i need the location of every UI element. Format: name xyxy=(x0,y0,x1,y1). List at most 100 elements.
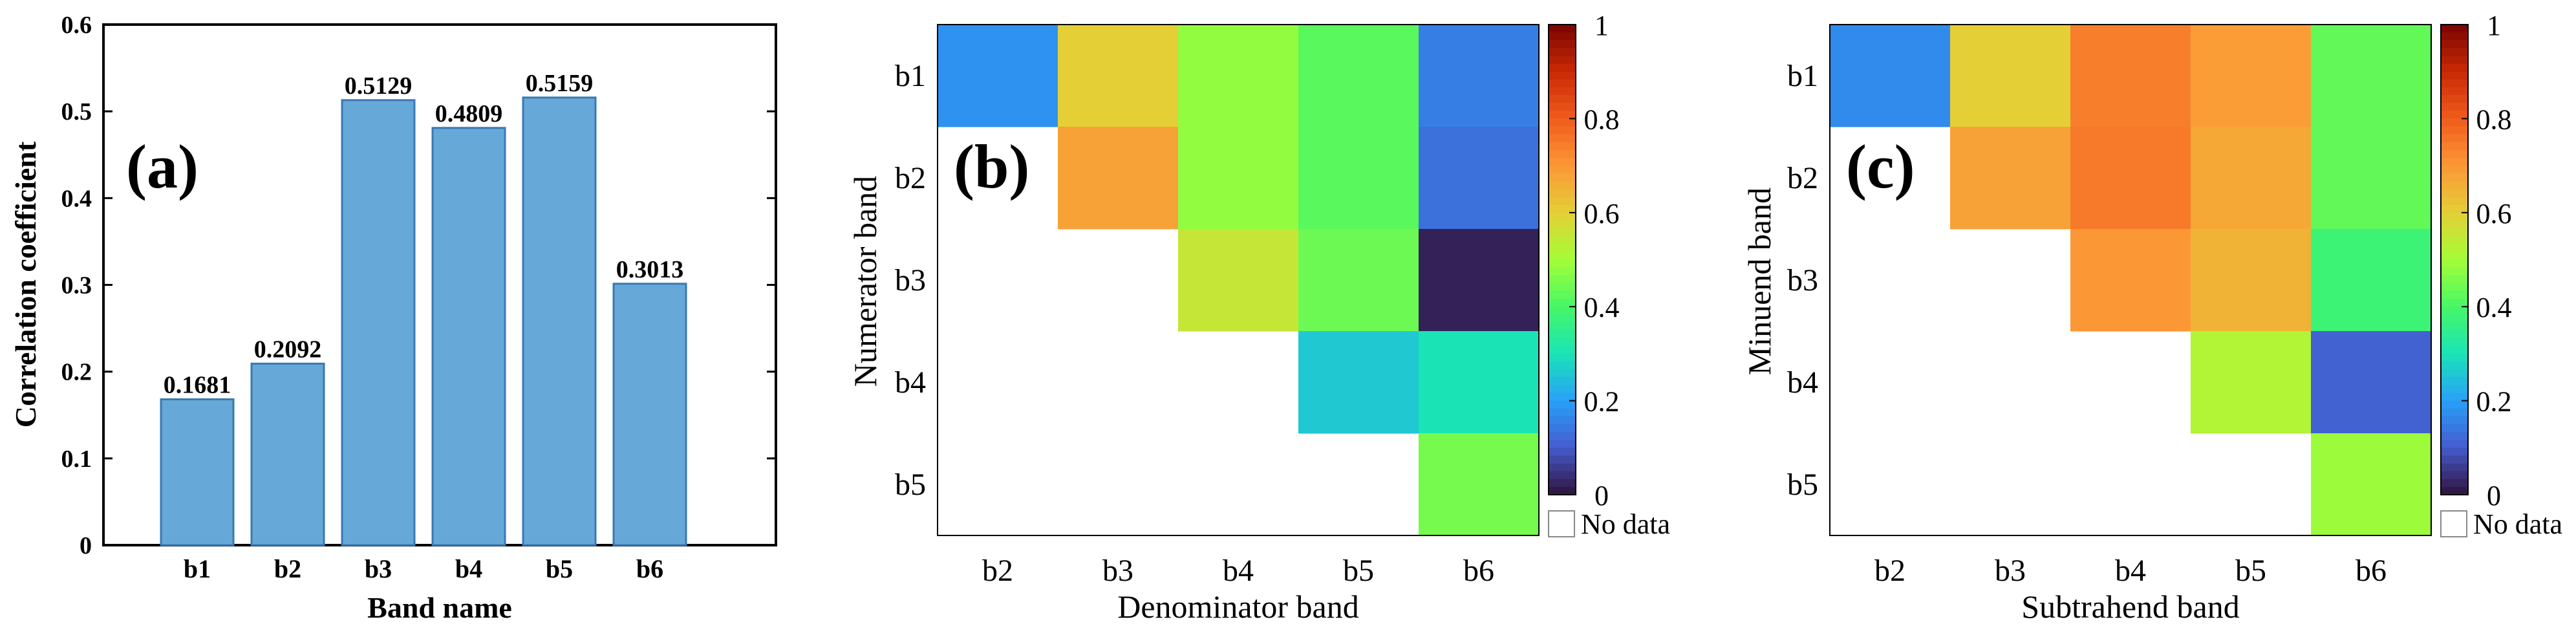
y-tick-label: 0.1 xyxy=(61,446,92,473)
heatmap-cell-b1-b5 xyxy=(1298,25,1419,127)
x-tick-label: b2 xyxy=(1874,554,1905,588)
bar-value-label: 0.2092 xyxy=(254,336,322,363)
y-tick-label: 0 xyxy=(80,532,92,559)
heatmap-cell-b2-b3 xyxy=(1058,127,1179,230)
panel-b-axes-box xyxy=(937,24,1540,536)
colorbar-segment xyxy=(1549,181,1576,190)
x-tick-label: b3 xyxy=(1102,554,1133,588)
panel-c-axes-box xyxy=(1829,24,2432,536)
colorbar-tick-label: 1 xyxy=(2487,10,2501,41)
colorbar-segment xyxy=(2441,189,2468,198)
colorbar-segment xyxy=(2441,71,2468,80)
heatmap-cell-b2-b5 xyxy=(2191,127,2312,230)
colorbar-segment xyxy=(1549,369,1576,378)
colorbar-tick-label: 0.8 xyxy=(2476,103,2512,135)
colorbar-segment xyxy=(2441,56,2468,65)
colorbar-segment xyxy=(2441,48,2468,57)
colorbar-segment xyxy=(2441,486,2468,495)
colorbar-segment xyxy=(1549,63,1576,72)
colorbar-segment xyxy=(1549,212,1576,221)
y-tick-label: b4 xyxy=(895,365,926,400)
colorbar-segment xyxy=(2441,134,2468,143)
panel-b-x-axis-label: Denominator band xyxy=(1117,588,1359,625)
colorbar-segment xyxy=(1549,173,1576,182)
colorbar-segment xyxy=(1549,393,1576,402)
panel-b-heatmap: b2 b3 b4 b5 b6 b1 b2 b3 b4 b5 (b) Denominator ba… xyxy=(847,10,1670,625)
colorbar-segment xyxy=(1549,118,1576,127)
heatmap-cell-b4-b6 xyxy=(1419,331,1540,434)
bar-b5 xyxy=(522,96,597,546)
colorbar-segment xyxy=(2441,157,2468,166)
colorbar-tick-label: 0 xyxy=(1594,480,1609,512)
bar-value-label: 0.3013 xyxy=(616,256,684,283)
colorbar-segment xyxy=(2441,463,2468,472)
colorbar-frame xyxy=(1548,24,1576,495)
heatmap-cell-b1-b3 xyxy=(1058,25,1179,127)
colorbar-segment xyxy=(1549,448,1576,457)
colorbar-segment xyxy=(2441,126,2468,135)
heatmap-cell-b2-b4 xyxy=(2070,127,2191,230)
colorbar-segment xyxy=(1549,48,1576,57)
bar-b3 xyxy=(341,99,416,546)
y-tick-label: b3 xyxy=(1787,263,1818,297)
x-tick-label: b1 xyxy=(184,554,211,583)
colorbar-segment xyxy=(2441,471,2468,480)
heatmap-cell-b3-b4 xyxy=(2070,229,2191,332)
colorbar-segment xyxy=(1549,307,1576,316)
panel-b-no-data-label: No data xyxy=(1581,508,1670,540)
x-tick-label: b5 xyxy=(546,554,573,583)
colorbar-segment xyxy=(2441,299,2468,307)
colorbar-segment xyxy=(1549,71,1576,80)
colorbar-segment xyxy=(2441,197,2468,206)
colorbar-segment xyxy=(1549,338,1576,347)
x-tick-label: b4 xyxy=(2115,554,2146,588)
heatmap-cell-b1-b6 xyxy=(2311,25,2432,127)
panel-b-colorbar: 0 0.2 0.4 0.6 0.8 1 xyxy=(1548,10,1620,512)
y-tick-label: b5 xyxy=(1787,468,1818,502)
bar-b2 xyxy=(250,362,325,546)
colorbar-tick-label: 0.2 xyxy=(2476,386,2512,418)
colorbar-segment xyxy=(2441,111,2468,120)
heatmap-cell-b5-b6 xyxy=(1419,433,1540,536)
x-tick-label: b2 xyxy=(274,554,301,583)
colorbar-segment xyxy=(2441,142,2468,151)
panel-c-no-data-swatch xyxy=(2440,510,2467,537)
y-tick-label: b3 xyxy=(895,263,926,297)
colorbar-segment xyxy=(1549,267,1576,276)
bar-value-label: 0.4809 xyxy=(435,100,503,127)
colorbar-segment xyxy=(1549,79,1576,88)
heatmap-cell-b1-b5 xyxy=(2191,25,2312,127)
colorbar-segment xyxy=(2441,32,2468,41)
colorbar-segment xyxy=(1549,486,1576,495)
colorbar-segment xyxy=(1549,322,1576,331)
heatmap-cell-b1-b2 xyxy=(938,25,1058,127)
panel-c-x-axis-label: Subtrahend band xyxy=(2021,588,2239,625)
colorbar-segment xyxy=(1549,103,1576,112)
colorbar-segment xyxy=(1549,126,1576,135)
colorbar-segment xyxy=(2441,87,2468,96)
colorbar-segment xyxy=(2441,166,2468,175)
colorbar-segment xyxy=(2441,275,2468,284)
colorbar-segment xyxy=(2441,479,2468,488)
colorbar-tick-label: 0.4 xyxy=(2476,292,2512,323)
x-tick-label: b4 xyxy=(1223,554,1254,588)
colorbar-frame xyxy=(2440,24,2469,495)
colorbar-segment xyxy=(1549,362,1576,370)
x-tick-label: b4 xyxy=(455,554,482,583)
colorbar-segment xyxy=(1549,275,1576,284)
y-tick-label: 0.5 xyxy=(61,98,92,125)
colorbar-segment xyxy=(2441,424,2468,433)
y-tick-label: b1 xyxy=(895,59,926,93)
heatmap-cell-b2-b6 xyxy=(2311,127,2432,230)
y-tick-label: 0.6 xyxy=(61,12,92,39)
colorbar-segment xyxy=(1549,228,1576,237)
panel-c-colorbar: 0 0.2 0.4 0.6 0.8 1 xyxy=(2440,10,2512,512)
colorbar-segment xyxy=(2441,204,2468,213)
y-tick-label: b4 xyxy=(1787,365,1818,400)
colorbar-segment xyxy=(2441,244,2468,253)
panel-c-heatmap: b2 b3 b4 b5 b6 b1 b2 b3 b4 b5 (c) Subtrahend ban… xyxy=(1741,10,2562,625)
panel-b-y-axis-label: Numerator band xyxy=(847,176,883,387)
colorbar-segment xyxy=(1549,32,1576,41)
heatmap-cell-b3-b6 xyxy=(1419,229,1540,332)
